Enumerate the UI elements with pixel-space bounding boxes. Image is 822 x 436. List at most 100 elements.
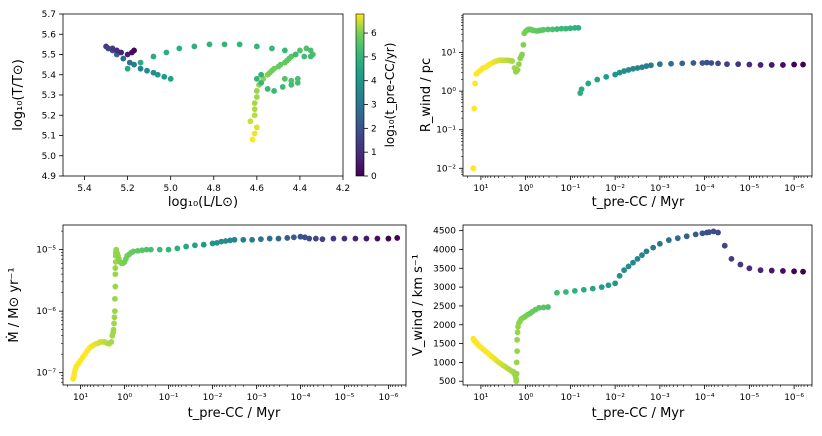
- mdot-point: [363, 235, 370, 242]
- vwind-point: [639, 252, 645, 259]
- mdot-point: [165, 246, 172, 253]
- hrd-point: [236, 41, 243, 48]
- x-tick-label: 10⁰: [117, 393, 132, 403]
- x-tick-label: 5.4: [77, 184, 92, 194]
- rwind-point: [630, 65, 636, 72]
- colorbar-tick-label: 5: [371, 53, 377, 63]
- x-tick-label: 10⁻⁵: [335, 393, 355, 403]
- hrd-point: [247, 118, 254, 125]
- y-tick-label: 3500: [433, 264, 456, 274]
- vwind-point: [513, 370, 520, 377]
- rwind-point: [545, 26, 551, 33]
- colorbar-gradient: [355, 13, 365, 177]
- rwind-point: [549, 26, 556, 33]
- vwind-point: [545, 304, 551, 310]
- mdot-point: [108, 339, 115, 345]
- vwind-point: [612, 280, 619, 287]
- hrd-xticks: 5.4 5.2 5.0 4.8 4.6 4.4 4.2: [77, 176, 350, 194]
- hrd-ylabel: log₁₀(T/T⊙): [11, 59, 26, 131]
- hrd-point: [253, 43, 260, 50]
- y-tick-label: 3000: [433, 283, 456, 293]
- vwind-point: [616, 272, 623, 279]
- vwind-point: [563, 289, 569, 295]
- mdot-point: [183, 243, 190, 250]
- hrd-point: [109, 45, 116, 52]
- x-tick-label: 4.8: [207, 184, 222, 194]
- rwind-point: [603, 73, 610, 80]
- vwind-yticks: 500 1000 1500 2000 2500 3000 3500 4000 4500: [433, 227, 463, 387]
- colorbar-tick-label: 1: [371, 148, 377, 158]
- vwind-point: [589, 285, 596, 292]
- panel-hrd: 5.4 5.2 5.0 4.8 4.6 4.4 4.2 4.9 5.0 5.1 5.2 5.3 5.4…: [11, 10, 350, 210]
- rwind-point: [648, 62, 654, 69]
- y-tick-label: 5.1: [42, 132, 56, 142]
- hrd-point: [292, 51, 299, 58]
- vwind-point: [643, 248, 650, 255]
- hrd-point: [103, 43, 109, 50]
- y-tick-label: 4000: [433, 245, 456, 255]
- vwind-point: [634, 255, 641, 262]
- x-tick-label: 10⁻⁴: [291, 393, 311, 403]
- hrd-point: [264, 86, 271, 92]
- y-tick-label: 5.5: [42, 51, 56, 61]
- colorbar-label: log₁₀(t_pre-CC/yr): [383, 43, 397, 148]
- hrd-point: [118, 49, 125, 56]
- hrd-point: [253, 88, 260, 94]
- hrd-xlabel: log₁₀(L/L⊙): [168, 195, 238, 210]
- y-tick-label: 4500: [433, 227, 456, 237]
- hrd-point: [281, 75, 288, 82]
- hrd-point: [131, 61, 137, 68]
- hrd-point: [251, 106, 258, 113]
- hrd-point: [251, 100, 258, 106]
- vwind-points: [470, 228, 806, 385]
- vwind-point: [605, 282, 612, 289]
- vwind-point: [692, 231, 699, 238]
- rwind-point: [768, 62, 775, 68]
- mdot-point: [214, 239, 220, 246]
- mdot-axes-frame: [62, 224, 407, 386]
- mdot-point: [319, 236, 326, 243]
- hrd-point: [137, 59, 144, 66]
- x-tick-label: 10⁻³: [247, 393, 267, 403]
- hrd-point: [294, 79, 301, 86]
- mdot-yticks: 10⁻⁷ 10⁻⁶ 10⁻⁵: [36, 230, 63, 383]
- vwind-point: [630, 259, 636, 266]
- y-tick-label: 5.3: [42, 91, 56, 101]
- hrd-point: [288, 77, 295, 84]
- vwind-xticks: 10¹ 10⁰ 10⁻¹ 10⁻² 10⁻³ 10⁻⁴ 10⁻⁵ 10⁻⁶: [467, 385, 813, 403]
- rwind-point: [575, 24, 582, 31]
- mdot-point: [341, 235, 348, 242]
- colorbar-tick-label: 6: [371, 29, 377, 39]
- x-tick-label: 10⁻⁶: [784, 184, 804, 194]
- mdot-point: [352, 235, 359, 242]
- hrd-point: [258, 71, 265, 78]
- vwind-point: [513, 359, 520, 366]
- mdot-point: [111, 308, 118, 315]
- mdot-point: [231, 236, 238, 243]
- hrd-point: [150, 53, 157, 60]
- mdot-point: [249, 236, 255, 243]
- colorbar-tick-label: 4: [371, 77, 377, 87]
- rwind-point: [567, 25, 574, 32]
- hrd-point: [144, 67, 150, 74]
- hrd-point: [271, 88, 277, 94]
- rwind-point: [703, 59, 710, 66]
- hrd-point: [131, 47, 137, 54]
- rwind-point: [699, 60, 706, 66]
- mdot-point: [148, 246, 154, 253]
- rwind-point: [690, 60, 697, 66]
- vwind-point: [791, 268, 798, 275]
- y-tick-label: 4.9: [42, 172, 57, 182]
- x-tick-label: 10⁻²: [605, 393, 625, 403]
- mdot-xticks: 10¹ 10⁰ 10⁻¹ 10⁻² 10⁻³ 10⁻⁴ 10⁻⁵ 10⁻⁶: [67, 385, 407, 403]
- vwind-point: [536, 304, 542, 311]
- hrd-point: [113, 51, 120, 58]
- mdot-xlabel: t_pre-CC / Myr: [188, 406, 281, 421]
- y-tick-label: 5.2: [42, 111, 56, 121]
- x-tick-label: 5.0: [164, 184, 179, 194]
- hrd-point: [150, 69, 157, 76]
- rwind-point: [616, 69, 623, 76]
- x-tick-label: 10¹: [473, 184, 488, 194]
- mdot-point: [139, 247, 146, 254]
- mdot-point: [312, 235, 319, 242]
